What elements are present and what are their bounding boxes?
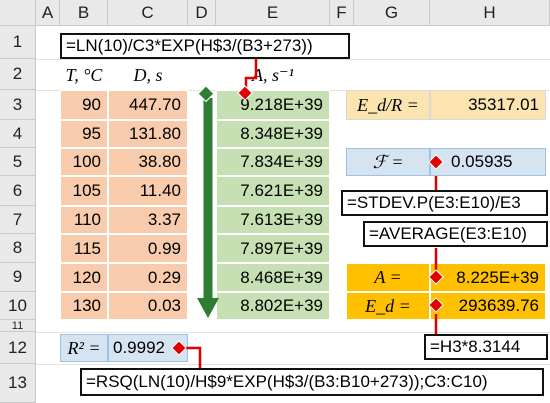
- row-header-4[interactable]: 4: [0, 120, 36, 148]
- cell-c6[interactable]: 11.40: [108, 176, 188, 206]
- cell-e10[interactable]: 8.802E+39: [216, 292, 330, 320]
- connector-e3: [244, 58, 258, 94]
- column-header-g[interactable]: G: [354, 0, 430, 26]
- marker-c12: [171, 340, 187, 356]
- cell-b5[interactable]: 100: [60, 148, 108, 176]
- row-header-9[interactable]: 9: [0, 263, 36, 292]
- row-header-13[interactable]: 13: [0, 364, 36, 403]
- column-header-e[interactable]: E: [216, 0, 330, 26]
- cell-b9[interactable]: 120: [60, 263, 108, 292]
- cell-h10[interactable]: 293639.76: [430, 292, 546, 320]
- row-header-5[interactable]: 5: [0, 148, 36, 176]
- column-header-d[interactable]: D: [188, 0, 216, 26]
- row-header-3[interactable]: 3: [0, 90, 36, 120]
- row-header-1[interactable]: 1: [0, 26, 36, 59]
- cell-h9[interactable]: 8.225E+39: [430, 263, 546, 292]
- cell-b7[interactable]: 110: [60, 206, 108, 234]
- cell-e8[interactable]: 7.897E+39: [216, 234, 330, 263]
- formula-ed: =H3*8.3144: [424, 334, 548, 360]
- column-header-c[interactable]: C: [108, 0, 188, 26]
- cell-c8[interactable]: 0.99: [108, 234, 188, 263]
- cell-e3[interactable]: 9.218E+39: [216, 90, 330, 120]
- cell-c4[interactable]: 131.80: [108, 120, 188, 148]
- cell-b10[interactable]: 130: [60, 292, 108, 320]
- row-header-10[interactable]: 10: [0, 292, 36, 320]
- column-header-b[interactable]: B: [60, 0, 108, 26]
- cell-h3[interactable]: 35317.01: [430, 90, 546, 120]
- marker-h10: [428, 297, 444, 313]
- cell-c3[interactable]: 447.70: [108, 90, 188, 120]
- formula-average: =AVERAGE(E3:E10): [363, 221, 548, 247]
- gridline: [36, 59, 550, 60]
- row-header-11[interactable]: 11: [0, 320, 36, 332]
- row-header-6[interactable]: 6: [0, 176, 36, 206]
- marker-h9: [428, 269, 444, 285]
- cell-c5[interactable]: 38.80: [108, 148, 188, 176]
- header-a: A, s⁻¹: [252, 64, 294, 85]
- cell-c7[interactable]: 3.37: [108, 206, 188, 234]
- formula-rsq: =RSQ(LN(10)/H$9*EXP(H$3/(B3:B10+273));C3…: [80, 368, 544, 396]
- cell-e7[interactable]: 7.613E+39: [216, 206, 330, 234]
- formula-e3: =LN(10)/C3*EXP(H$3/(B3+273)): [60, 33, 350, 59]
- cell-c10[interactable]: 0.03: [108, 292, 188, 320]
- select-all-corner[interactable]: [0, 0, 36, 26]
- cell-b8[interactable]: 115: [60, 234, 108, 263]
- row-header-7[interactable]: 7: [0, 206, 36, 234]
- marker-e3: [237, 85, 253, 101]
- label-ed-over-r: E_d/R =: [346, 90, 430, 120]
- row-header-12[interactable]: 12: [0, 332, 36, 364]
- row-header-8[interactable]: 8: [0, 234, 36, 263]
- cell-c9[interactable]: 0.29: [108, 263, 188, 292]
- gridline: [36, 332, 550, 333]
- formula-stdev: =STDEV.P(E3:E10)/E3: [341, 190, 548, 216]
- column-header-f[interactable]: F: [330, 0, 354, 26]
- label-r2: R² =: [60, 334, 108, 362]
- row-header-2[interactable]: 2: [0, 59, 36, 90]
- marker-h5: [428, 154, 444, 170]
- cell-b4[interactable]: 95: [60, 120, 108, 148]
- cell-b3[interactable]: 90: [60, 90, 108, 120]
- green-fill-arrow: [197, 98, 219, 318]
- cell-e6[interactable]: 7.621E+39: [216, 176, 330, 206]
- cell-h5[interactable]: 0.05935: [430, 148, 546, 176]
- cell-e9[interactable]: 8.468E+39: [216, 263, 330, 292]
- cell-e5[interactable]: 7.834E+39: [216, 148, 330, 176]
- cell-e4[interactable]: 8.348E+39: [216, 120, 330, 148]
- header-d: D, s: [133, 64, 163, 85]
- label-f: ℱ =: [346, 148, 430, 176]
- label-ed: E_d =: [346, 292, 430, 320]
- gridline: [36, 364, 550, 365]
- column-header-a[interactable]: A: [36, 0, 60, 26]
- marker-e3-green: [197, 85, 215, 103]
- cell-b6[interactable]: 105: [60, 176, 108, 206]
- header-temperature: T, °C: [65, 64, 103, 85]
